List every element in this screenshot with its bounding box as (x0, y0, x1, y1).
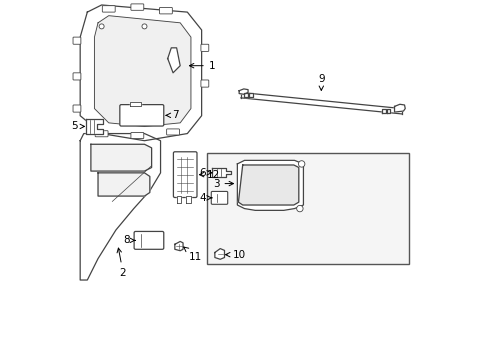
Polygon shape (386, 109, 389, 113)
Polygon shape (94, 16, 190, 126)
Polygon shape (238, 165, 298, 205)
Bar (206, 153, 408, 264)
Text: 3: 3 (212, 179, 233, 189)
FancyBboxPatch shape (95, 131, 108, 137)
Text: 10: 10 (225, 249, 245, 260)
Text: 5: 5 (71, 121, 84, 131)
FancyBboxPatch shape (159, 8, 172, 14)
Polygon shape (237, 160, 303, 210)
Circle shape (142, 24, 147, 29)
FancyBboxPatch shape (131, 4, 143, 10)
FancyBboxPatch shape (73, 105, 81, 112)
FancyBboxPatch shape (120, 105, 163, 126)
Text: 6: 6 (199, 168, 211, 178)
Circle shape (298, 161, 304, 167)
FancyBboxPatch shape (201, 80, 208, 87)
Polygon shape (394, 104, 405, 112)
Polygon shape (239, 89, 247, 94)
Text: 11: 11 (183, 247, 202, 262)
Circle shape (142, 117, 147, 122)
FancyBboxPatch shape (102, 6, 115, 12)
Text: 8: 8 (122, 235, 135, 246)
Polygon shape (241, 93, 401, 114)
FancyBboxPatch shape (166, 129, 179, 135)
Polygon shape (85, 119, 102, 134)
Text: 9: 9 (317, 73, 324, 90)
FancyBboxPatch shape (211, 192, 227, 204)
Text: 1: 1 (189, 61, 215, 71)
Text: 2: 2 (117, 248, 126, 278)
Polygon shape (80, 134, 160, 280)
FancyBboxPatch shape (201, 44, 208, 51)
Polygon shape (214, 249, 224, 259)
Circle shape (99, 24, 104, 29)
Polygon shape (167, 48, 180, 73)
FancyBboxPatch shape (73, 73, 81, 80)
Text: 12: 12 (199, 170, 220, 180)
Circle shape (296, 205, 303, 212)
FancyBboxPatch shape (134, 231, 163, 249)
Polygon shape (186, 196, 190, 203)
Polygon shape (212, 168, 230, 177)
Polygon shape (80, 5, 201, 141)
Polygon shape (381, 109, 385, 113)
Polygon shape (177, 196, 181, 203)
FancyBboxPatch shape (173, 152, 197, 198)
Polygon shape (244, 93, 247, 97)
Polygon shape (130, 103, 141, 106)
Text: 4: 4 (199, 193, 211, 203)
Polygon shape (98, 173, 149, 196)
Polygon shape (175, 242, 183, 251)
FancyBboxPatch shape (131, 132, 143, 139)
Text: 7: 7 (166, 111, 179, 120)
FancyBboxPatch shape (73, 37, 81, 44)
Polygon shape (91, 144, 151, 171)
Polygon shape (248, 93, 252, 97)
